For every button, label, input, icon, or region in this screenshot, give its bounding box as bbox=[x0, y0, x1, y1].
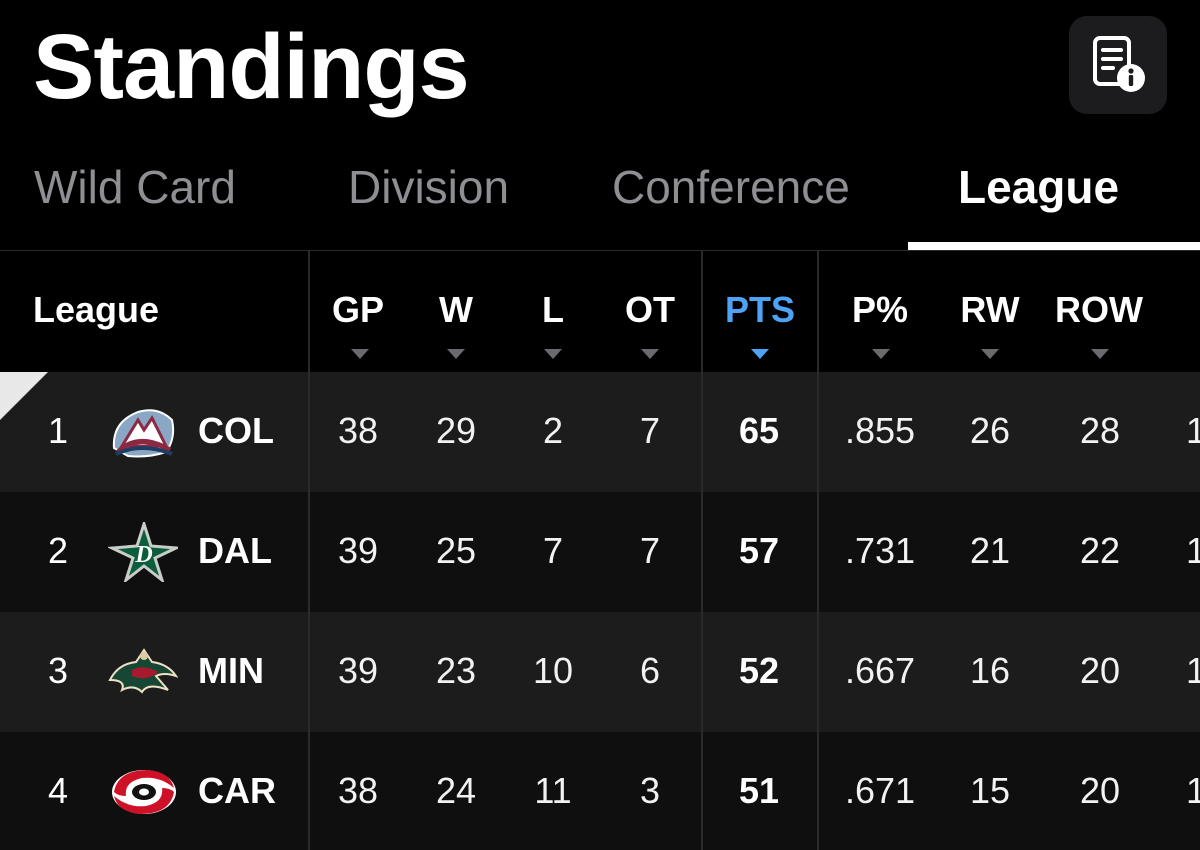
sort-caret-icon bbox=[351, 349, 369, 359]
pct-cell: .667 bbox=[844, 650, 916, 691]
sort-caret-icon bbox=[981, 349, 999, 359]
sort-caret-icon bbox=[447, 349, 465, 359]
w-cell: 25 bbox=[435, 530, 477, 571]
l-cell: 11 bbox=[534, 770, 572, 811]
pts-cell: 51 bbox=[738, 770, 780, 811]
tab-wild-card[interactable]: Wild Card bbox=[34, 161, 236, 213]
column-divider bbox=[308, 251, 310, 850]
avalanche-logo-icon bbox=[112, 409, 175, 458]
ot-cell: 6 bbox=[639, 650, 661, 691]
pct-cell: .671 bbox=[844, 770, 916, 811]
next-column-cell: 1 bbox=[1186, 530, 1200, 571]
column-header-l[interactable]: L bbox=[542, 289, 564, 330]
table-row[interactable]: 4 CAR 38 24 11 3 51 .671 15 20 1 bbox=[0, 732, 1200, 850]
pct-cell: .731 bbox=[844, 530, 916, 571]
team-abbreviation: COL bbox=[198, 410, 274, 451]
ot-cell: 7 bbox=[639, 530, 661, 571]
row-cell: 28 bbox=[1079, 410, 1121, 451]
table-row[interactable]: 1 COL 38 29 2 7 65 .855 26 28 1 bbox=[0, 372, 1200, 492]
pts-cell: 65 bbox=[738, 410, 780, 451]
column-divider bbox=[701, 251, 703, 850]
svg-text:D: D bbox=[134, 542, 152, 568]
w-cell: 23 bbox=[435, 650, 477, 691]
standings-table: 1 COL 38 29 2 7 65 .855 26 28 1 2 D bbox=[0, 251, 1200, 850]
stars-logo-icon: D bbox=[108, 522, 178, 582]
rw-cell: 16 bbox=[969, 650, 1011, 691]
page-title: Standings bbox=[33, 16, 470, 118]
next-column-cell: 1 bbox=[1186, 770, 1200, 811]
pts-cell: 52 bbox=[738, 650, 780, 691]
row-cell: 20 bbox=[1079, 770, 1121, 811]
sort-caret-icon bbox=[1091, 349, 1109, 359]
sort-caret-icon bbox=[641, 349, 659, 359]
sort-caret-active-icon bbox=[751, 349, 769, 359]
standings-info-button[interactable] bbox=[1069, 16, 1167, 114]
l-cell: 7 bbox=[542, 530, 564, 571]
l-cell: 10 bbox=[532, 650, 574, 691]
column-header-gp[interactable]: GP bbox=[331, 289, 384, 330]
gp-cell: 39 bbox=[337, 530, 379, 571]
column-header-ot[interactable]: OT bbox=[625, 289, 675, 330]
w-cell: 24 bbox=[435, 770, 477, 811]
l-cell: 2 bbox=[542, 410, 564, 451]
ot-cell: 7 bbox=[639, 410, 661, 451]
tab-division[interactable]: Division bbox=[348, 161, 510, 213]
table-row[interactable]: 2 D DAL 39 25 7 7 57 .731 21 22 1 bbox=[0, 492, 1200, 612]
table-header-row: League GP W L OT PTS P% RW ROW bbox=[0, 251, 1200, 372]
wild-logo-icon bbox=[108, 648, 178, 694]
tab-league[interactable]: League bbox=[958, 161, 1120, 213]
sort-caret-icon bbox=[872, 349, 890, 359]
rw-cell: 15 bbox=[969, 770, 1011, 811]
column-header-pts[interactable]: PTS bbox=[724, 289, 795, 330]
standings-tabs: Wild Card Division Conference League bbox=[0, 150, 1200, 250]
team-abbreviation: MIN bbox=[198, 650, 264, 691]
gp-cell: 39 bbox=[337, 650, 379, 691]
rw-cell: 26 bbox=[969, 410, 1011, 451]
column-header-rw[interactable]: RW bbox=[960, 289, 1020, 330]
column-header-row[interactable]: ROW bbox=[1055, 289, 1143, 330]
tab-conference[interactable]: Conference bbox=[612, 161, 850, 213]
pct-cell: .855 bbox=[844, 410, 916, 451]
table-row[interactable]: 3 MIN 39 23 10 6 52 .667 16 20 1 bbox=[0, 612, 1200, 732]
next-column-cell: 1 bbox=[1186, 410, 1200, 451]
team-abbreviation: DAL bbox=[198, 530, 272, 571]
gp-cell: 38 bbox=[337, 770, 379, 811]
rw-cell: 21 bbox=[969, 530, 1011, 571]
column-divider bbox=[817, 251, 819, 850]
row-cell: 22 bbox=[1079, 530, 1121, 571]
rank-cell: 2 bbox=[47, 530, 69, 571]
column-header-pct[interactable]: P% bbox=[851, 289, 909, 330]
rank-cell: 3 bbox=[47, 650, 69, 691]
hurricanes-logo-icon bbox=[112, 770, 176, 814]
column-header-w[interactable]: W bbox=[439, 289, 473, 330]
ot-cell: 3 bbox=[639, 770, 661, 811]
pts-cell: 57 bbox=[738, 530, 780, 571]
rank-cell: 1 bbox=[47, 410, 69, 451]
team-abbreviation: CAR bbox=[198, 770, 276, 811]
tabs-divider bbox=[0, 250, 1200, 251]
row-cell: 20 bbox=[1079, 650, 1121, 691]
next-column-cell: 1 bbox=[1186, 650, 1200, 691]
group-label: League bbox=[33, 289, 160, 330]
rank-cell: 4 bbox=[47, 770, 69, 811]
sort-caret-icon bbox=[544, 349, 562, 359]
highlight-corner-marker bbox=[0, 372, 48, 420]
gp-cell: 38 bbox=[337, 410, 379, 451]
w-cell: 29 bbox=[435, 410, 477, 451]
document-info-icon bbox=[1093, 36, 1145, 92]
active-tab-indicator bbox=[908, 242, 1200, 250]
